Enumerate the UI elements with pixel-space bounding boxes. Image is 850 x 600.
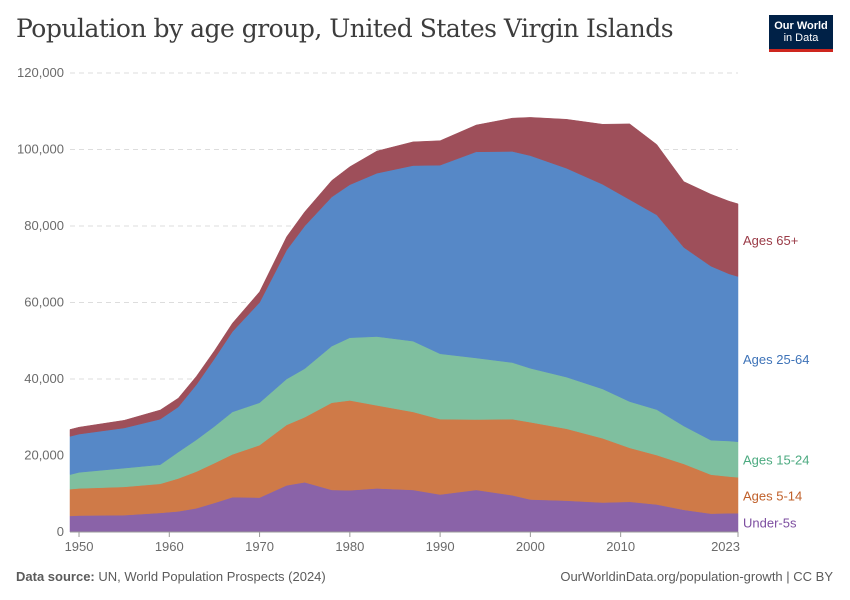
y-tick-label: 0 xyxy=(57,524,64,539)
series-label: Under-5s xyxy=(743,516,797,531)
data-source-label: Data source: xyxy=(16,569,95,584)
logo-line-2: in Data xyxy=(783,32,819,44)
logo-line-1: Our World xyxy=(774,20,828,32)
y-tick-label: 60,000 xyxy=(24,295,64,310)
source-url[interactable]: OurWorldinData.org/population-growth | C… xyxy=(560,569,833,584)
series-label: Ages 25-64 xyxy=(743,352,810,367)
series-labels: Under-5s Ages 5-14 Ages 15-24 Ages 25-64 Age… xyxy=(743,233,810,530)
y-tick-label: 100,000 xyxy=(17,142,64,157)
series-label: Ages 65+ xyxy=(743,233,798,248)
axes: 0 20,000 40,000 60,000 80,000 100,000 120,000 1… xyxy=(17,65,740,554)
y-tick-label: 120,000 xyxy=(17,65,64,80)
series-label: Ages 15-24 xyxy=(743,453,810,468)
chart-title: Population by age group, United States V… xyxy=(16,14,674,43)
x-tick-label: 1970 xyxy=(245,539,274,554)
x-tick-label: 1960 xyxy=(155,539,184,554)
x-tick-label: 2000 xyxy=(516,539,545,554)
y-tick-label: 80,000 xyxy=(24,218,64,233)
area-ages-65-[interactable] xyxy=(69,117,739,437)
area-series xyxy=(69,117,739,533)
x-tick-label: 1950 xyxy=(65,539,94,554)
x-tick-label: 1990 xyxy=(426,539,455,554)
series-label: Ages 5-14 xyxy=(743,488,802,503)
y-tick-label: 20,000 xyxy=(24,448,64,463)
x-tick-label: 1980 xyxy=(335,539,364,554)
y-tick-label: 40,000 xyxy=(24,371,64,386)
owid-logo[interactable]: Our World in Data xyxy=(769,15,833,52)
x-tick-label: 2010 xyxy=(606,539,635,554)
data-source-text: UN, World Population Prospects (2024) xyxy=(98,569,326,584)
x-tick-label: 2023 xyxy=(711,539,740,554)
data-source-note: Data source: UN, World Population Prospe… xyxy=(16,569,326,584)
